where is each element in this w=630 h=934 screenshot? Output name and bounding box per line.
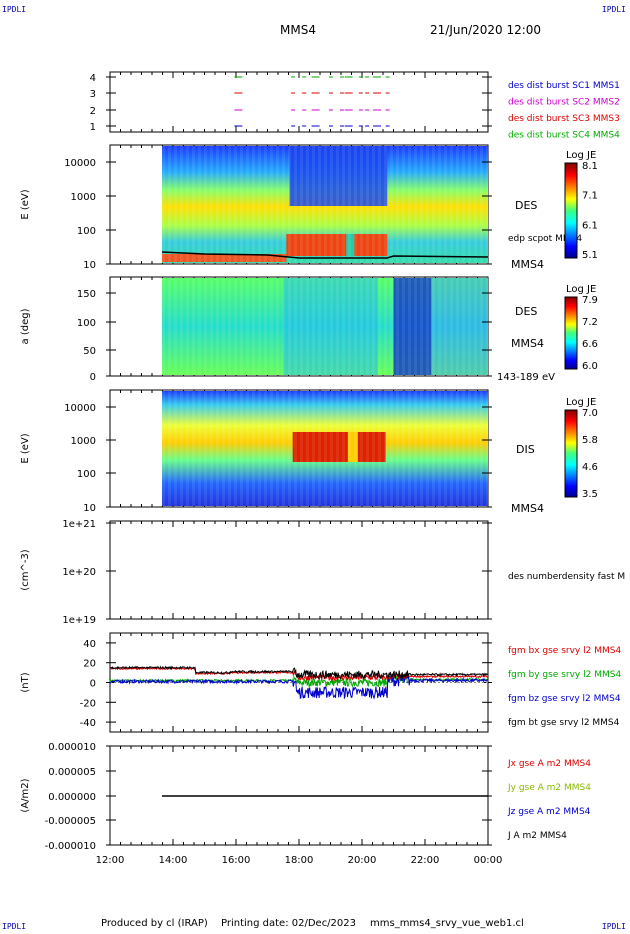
des-energy-y-tick-label: 100 (77, 226, 96, 237)
dis-energy-side-label: DIS (516, 443, 535, 456)
dis-energy-colorbar-tick-label: 7.0 (582, 408, 598, 419)
density-side-label: des numberdensity fast M (508, 572, 625, 582)
des-pitch-colorbar-bar (564, 296, 578, 370)
des-pitch-colorbar-tick-label: 7.2 (582, 317, 598, 328)
des-pitch-y-label: a (deg) (20, 308, 31, 344)
dis-energy-y-tick-label: 10 (83, 503, 96, 514)
des-pitch-colorbar-tick-label: 6.0 (582, 361, 598, 372)
fgm-series-line (109, 673, 489, 700)
dis-energy-colorbar-bar (564, 409, 578, 498)
date-title: 21/Jun/2020 12:00 (430, 23, 542, 37)
current-legend-label: J A m2 MMS4 (507, 831, 567, 841)
des-energy-colorbar-bar (564, 162, 578, 259)
density-y-tick-label: 1e+20 (62, 567, 96, 578)
fgm-y-tick-label: -40 (80, 718, 96, 729)
des-energy-texture (161, 146, 488, 263)
corner-label-bottom-right: IPDLI (601, 922, 626, 931)
density-y-tick-label: 1e+21 (62, 519, 96, 530)
fgm-legend-label: fgm by gse srvy l2 MMS4 (508, 670, 621, 680)
burst-legend-label: des dist burst SC3 MMS3 (508, 114, 620, 124)
burst-legend-label: des dist burst SC2 MMS2 (508, 98, 620, 108)
burst-legend-label: des dist burst SC4 MMS4 (508, 131, 620, 141)
des-energy-side-label: edp scpot MMS4 (508, 234, 582, 244)
current-legend-label: Jy gse A m2 MMS4 (507, 783, 591, 793)
panel-frame-0 (109, 71, 489, 133)
dis-energy-y-tick-label: 1000 (71, 436, 96, 447)
current-y-tick-label: -0.000005 (45, 816, 96, 827)
x-tick-label: 14:00 (159, 855, 188, 866)
des-pitch-y-tick-label: 0 (90, 372, 96, 383)
burst-y-tick-label: 3 (90, 89, 96, 100)
fgm-legend-label: fgm bx gse srvy l2 MMS4 (508, 646, 621, 656)
dis-energy-colorbar-tick-label: 3.5 (582, 489, 598, 500)
des-energy-y-label: E (eV) (20, 189, 31, 219)
current-y-tick-label: 0.000005 (48, 767, 96, 778)
current-y-tick-label: -0.000010 (45, 841, 96, 852)
dis-energy-texture (161, 391, 488, 506)
fgm-legend-label: fgm bt gse srvy l2 MMS4 (508, 718, 620, 728)
des-pitch-side-label: MMS4 (511, 337, 544, 350)
des-energy-colorbar-title: Log JE (566, 150, 596, 161)
des-energy-colorbar-tick-label: 8.1 (582, 161, 598, 172)
footer-printing-date: Printing date: 02/Dec/2023 (221, 918, 357, 929)
dis-energy-colorbar-tick-label: 4.6 (582, 462, 598, 473)
footer-filename: mms_mms4_srvy_vue_web1.cl (370, 918, 524, 929)
dis-energy-colorbar-tick-label: 5.8 (582, 435, 598, 446)
des-pitch-y-tick-label: 50 (83, 346, 96, 357)
des-energy-side-label: MMS4 (511, 258, 544, 271)
burst-legend-label: des dist burst SC1 MMS1 (508, 81, 620, 91)
fgm-y-tick-label: -20 (80, 698, 96, 709)
current-y-label: (A/m2) (20, 778, 31, 812)
fgm-y-tick-label: 0 (90, 679, 96, 690)
spacecraft-title: MMS4 (280, 23, 316, 37)
fgm-series-line (109, 665, 489, 680)
x-tick-label: 20:00 (348, 855, 377, 866)
x-tick-label: 16:00 (222, 855, 251, 866)
current-y-tick-label: 0.000010 (48, 742, 96, 753)
des-energy-y-tick-label: 10000 (64, 158, 96, 169)
density-y-label: (cm^-3) (20, 549, 31, 590)
x-tick-label: 18:00 (285, 855, 314, 866)
current-legend-label: Jx gse A m2 MMS4 (507, 759, 591, 769)
current-y-tick-label: 0.000000 (48, 792, 96, 803)
des-energy-colorbar-tick-label: 5.1 (582, 250, 598, 261)
burst-y-tick-label: 2 (90, 106, 96, 117)
dis-energy-y-tick-label: 10000 (64, 403, 96, 414)
dis-energy-colorbar-title: Log JE (566, 397, 596, 408)
des-energy-side-label: DES (515, 199, 537, 212)
des-pitch-y-tick-label: 100 (77, 318, 96, 329)
des-energy-y-tick-label: 10 (83, 260, 96, 271)
fgm-y-label: (nT) (20, 672, 31, 692)
density-y-tick-label: 1e+19 (62, 615, 96, 626)
corner-label-top-right: IPDLI (601, 5, 626, 14)
burst-y-tick-label: 1 (90, 122, 96, 133)
x-tick-label: 12:00 (96, 855, 125, 866)
dis-energy-y-label: E (eV) (20, 433, 31, 463)
des-energy-colorbar-tick-label: 6.1 (582, 220, 598, 231)
corner-label-bottom-left: IPDLI (2, 922, 27, 931)
fgm-y-tick-label: 20 (83, 659, 96, 670)
edp-scpot-line (161, 251, 489, 259)
des-pitch-colorbar-title: Log JE (566, 284, 596, 295)
corner-label-top-left: IPDLI (2, 5, 27, 14)
dis-energy-y-tick-label: 100 (77, 469, 96, 480)
x-tick-label: 22:00 (411, 855, 440, 866)
des-pitch-colorbar-tick-label: 6.6 (582, 339, 598, 350)
panel-frame-4 (109, 520, 489, 620)
dis-energy-side-label: MMS4 (511, 502, 544, 515)
des-pitch-y-tick-label: 150 (77, 289, 96, 300)
des-pitch-colorbar-tick-label: 7.9 (582, 295, 598, 306)
des-pitch-side-label: 143-189 eV (497, 372, 555, 383)
current-legend-label: Jz gse A m2 MMS4 (507, 807, 591, 817)
des-pitch-texture (161, 278, 488, 375)
footer-produced: Produced by cl (IRAP) (101, 918, 208, 929)
des-energy-colorbar-tick-label: 7.1 (582, 191, 598, 202)
fgm-legend-label: fgm bz gse srvy l2 MMS4 (508, 694, 621, 704)
des-energy-y-tick-label: 1000 (71, 192, 96, 203)
x-tick-label: 00:00 (474, 855, 503, 866)
fgm-y-tick-label: 40 (83, 639, 96, 650)
burst-y-tick-label: 4 (90, 73, 96, 84)
des-pitch-side-label: DES (515, 305, 537, 318)
